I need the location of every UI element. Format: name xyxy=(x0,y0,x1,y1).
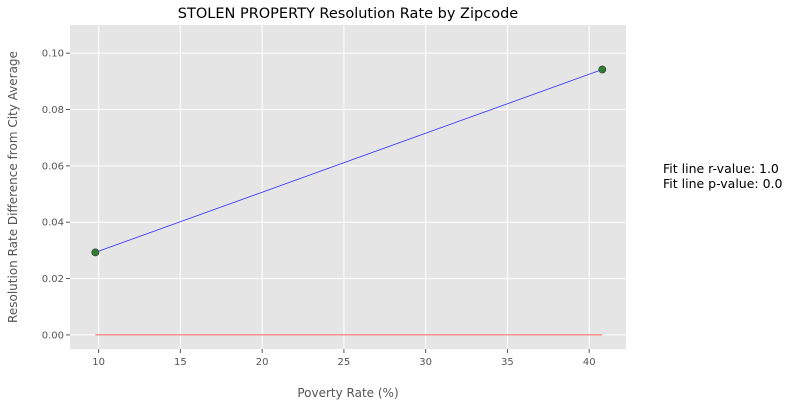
y-tick-label: 0.06 xyxy=(42,161,64,172)
x-tick-label: 25 xyxy=(338,357,351,368)
x-tick-label: 40 xyxy=(583,357,596,368)
x-axis-label: Poverty Rate (%) xyxy=(297,386,398,400)
grid-lines xyxy=(70,25,626,349)
plot-background xyxy=(70,25,626,349)
y-tick-label: 0.10 xyxy=(42,49,64,60)
x-axis-ticks: 10 15 20 25 30 35 40 xyxy=(92,349,596,368)
x-tick-label: 10 xyxy=(92,357,105,368)
x-tick-label: 20 xyxy=(256,357,269,368)
y-axis-ticks: 0.00 0.02 0.04 0.06 0.08 0.10 xyxy=(42,49,70,341)
y-tick-label: 0.00 xyxy=(42,330,64,341)
fit-statistics: Fit line r-value: 1.0 Fit line p-value: … xyxy=(663,161,782,191)
x-tick-label: 15 xyxy=(174,357,187,368)
x-tick-label: 35 xyxy=(501,357,514,368)
p-value-text: Fit line p-value: 0.0 xyxy=(663,176,783,191)
fit-line xyxy=(95,69,603,253)
y-axis-label: Resolution Rate Difference from City Ave… xyxy=(6,51,20,323)
data-point xyxy=(598,65,607,74)
data-point xyxy=(91,248,100,257)
r-value-text: Fit line r-value: 1.0 xyxy=(663,161,779,176)
x-tick-label: 30 xyxy=(419,357,432,368)
data-series xyxy=(91,65,607,336)
y-tick-label: 0.02 xyxy=(42,274,64,285)
y-tick-label: 0.08 xyxy=(42,105,64,116)
y-tick-label: 0.04 xyxy=(42,218,64,229)
chart-title: STOLEN PROPERTY Resolution Rate by Zipco… xyxy=(178,6,518,22)
